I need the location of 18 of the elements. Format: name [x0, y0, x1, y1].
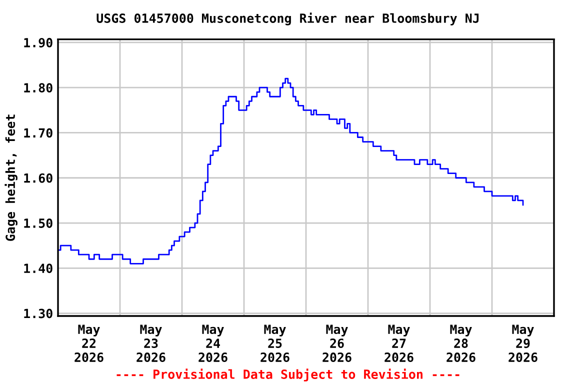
y-axis-title: Gage height, feet	[4, 114, 18, 241]
y-tick-label: 1.90	[24, 38, 52, 48]
x-tick-label: May 24 2026	[198, 324, 228, 362]
x-tick-label: May 22 2026	[74, 324, 104, 362]
x-tick-label: May 26 2026	[322, 324, 352, 362]
y-tick-label: 1.50	[24, 218, 52, 228]
x-tick-label: May 27 2026	[384, 324, 414, 362]
y-tick-label: 1.60	[24, 173, 52, 183]
text: ---- Provisional Data Subject to Revision ----	[116, 368, 460, 382]
chart-title: USGS 01457000 Musconetcong River near Bloomsbury NJ	[96, 12, 479, 26]
x-tick-label: May 25 2026	[260, 324, 290, 362]
y-tick-label: 1.30	[24, 308, 52, 318]
y-tick-label: 1.40	[24, 264, 52, 274]
y-tick-label: 1.80	[24, 83, 52, 93]
x-tick-label: May 29 2026	[508, 324, 538, 362]
x-tick-label: May 28 2026	[446, 324, 476, 362]
x-tick-label: May 23 2026	[136, 324, 166, 362]
y-tick-label: 1.70	[24, 128, 52, 138]
